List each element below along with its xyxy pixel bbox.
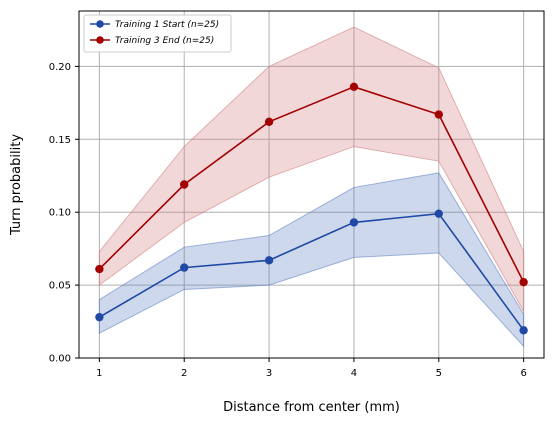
legend-box <box>83 14 232 53</box>
data-point-series-1 <box>95 312 104 322</box>
legend-marker-series-1 <box>96 20 104 28</box>
data-point-series-2 <box>180 180 189 189</box>
x-tick-label: 1 <box>96 368 102 379</box>
series-line-2 <box>98 85 525 283</box>
data-point-series-2 <box>434 110 443 119</box>
data-point-series-2 <box>95 264 104 274</box>
confidence-bands <box>98 26 525 348</box>
x-tick-label: 3 <box>266 368 272 379</box>
y-tick-label: 0.15 <box>49 135 71 146</box>
legend-label-series-2: Training 3 End (n=25) <box>115 36 214 46</box>
x-tick-label: 6 <box>520 368 526 379</box>
data-point-series-2 <box>519 277 528 287</box>
data-point-series-1 <box>180 263 189 272</box>
y-tick-label: 0.10 <box>49 208 71 219</box>
data-point-series-1 <box>434 209 443 218</box>
x-axis-label: Distance from center (mm) <box>223 400 400 415</box>
data-point-series-1 <box>519 326 528 335</box>
x-tick-label: 4 <box>351 368 357 379</box>
y-tick-label: 0.00 <box>49 354 71 365</box>
x-tick-label: 5 <box>436 368 442 379</box>
data-point-series-1 <box>349 218 359 227</box>
data-point-series-2 <box>264 117 274 127</box>
legend-label-series-1: Training 1 Start (n=25) <box>115 20 219 30</box>
y-tick-label: 0.20 <box>49 62 71 73</box>
confidence-band-series-2 <box>98 26 525 314</box>
x-tick-label: 2 <box>181 368 187 379</box>
axis-ticks: 1 2 3 4 5 6 0.00 0.05 0.10 0.15 0.20 <box>49 62 527 379</box>
series-markers <box>95 82 528 335</box>
plot-frame <box>78 10 545 359</box>
data-point-series-1 <box>264 256 274 265</box>
y-axis-label: Turn probability <box>9 134 24 236</box>
series-line-1 <box>98 212 525 331</box>
legend: Training 1 Start (n=25) Training 3 End (n… <box>83 14 232 53</box>
data-point-series-2 <box>349 82 359 92</box>
legend-marker-series-2 <box>96 36 104 44</box>
series-lines <box>98 85 525 331</box>
y-tick-label: 0.05 <box>49 281 71 292</box>
